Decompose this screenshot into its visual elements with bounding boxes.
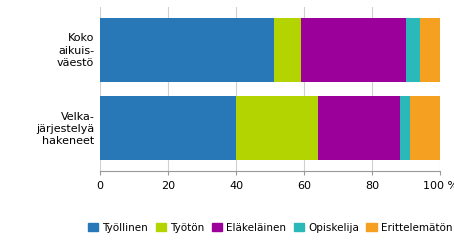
Bar — [406, 18, 420, 82]
Bar — [420, 18, 440, 82]
Bar — [100, 18, 273, 82]
Legend: Työllinen, Työtön, Eläkeläinen, Opiskelija, Erittelemätön: Työllinen, Työtön, Eläkeläinen, Opiskeli… — [88, 223, 452, 232]
Bar — [301, 18, 406, 82]
Bar — [236, 97, 318, 161]
Bar — [410, 97, 440, 161]
Bar — [400, 97, 410, 161]
Bar — [318, 97, 400, 161]
Bar — [273, 18, 301, 82]
Bar — [100, 97, 236, 161]
